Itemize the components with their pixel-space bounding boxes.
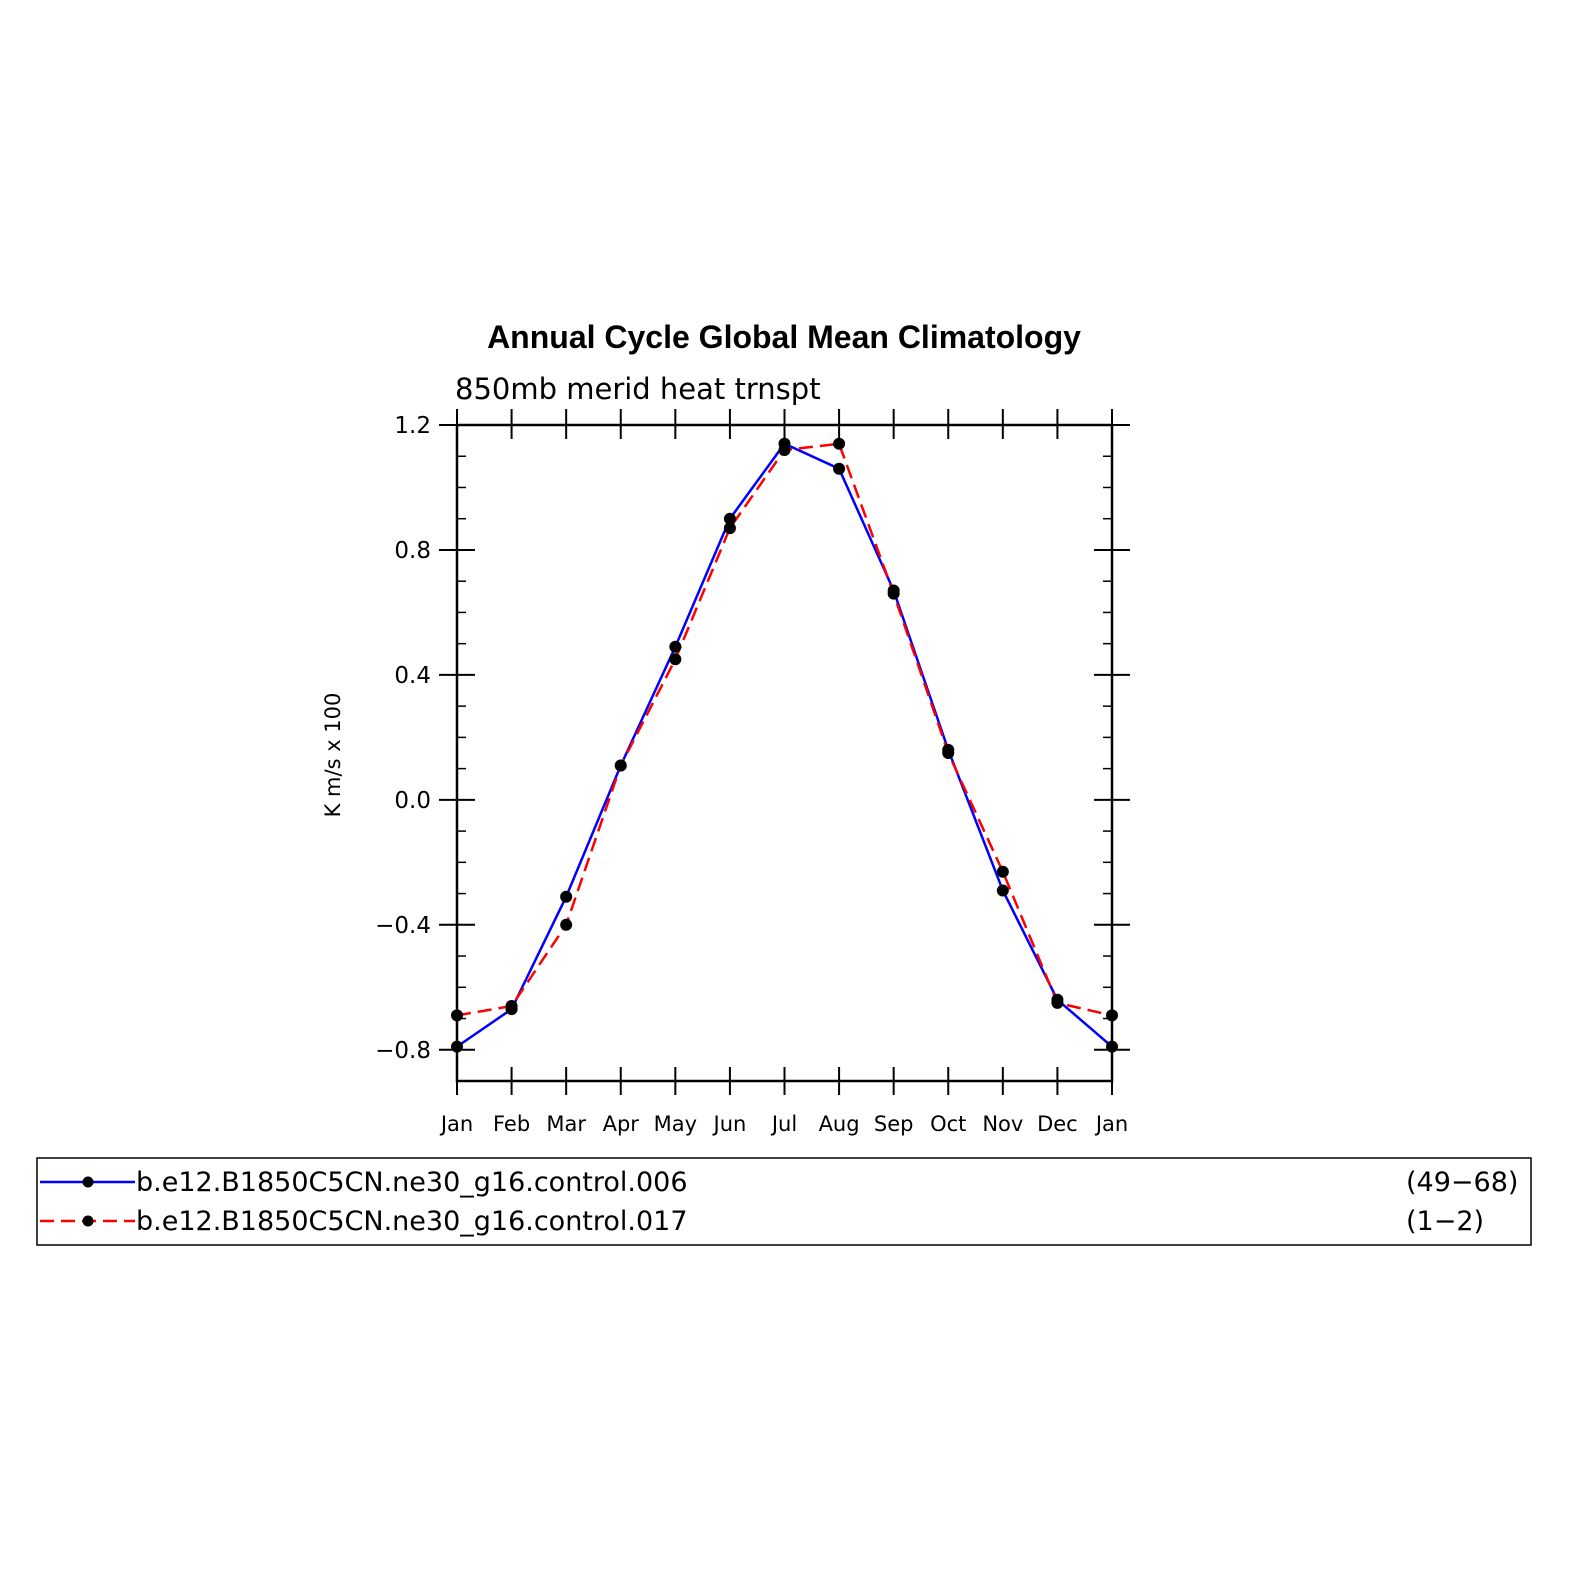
x-tick-label: May [654,1112,697,1136]
chart-title: Annual Cycle Global Mean Climatology [487,319,1081,355]
data-point-series-1 [996,884,1009,897]
axis-ticks [439,409,1130,1095]
markers-layer [451,437,1118,1053]
legend-label-2: b.e12.B1850C5CN.ne30_g16.control.017 [136,1206,688,1237]
data-point-series-1 [833,462,846,475]
x-tick-label: Oct [930,1112,966,1136]
y-tick-label: 1.2 [394,413,431,439]
legend-box [36,1157,1532,1246]
x-tick-label: Jun [712,1112,747,1136]
legend: b.e12.B1850C5CN.ne30_g16.control.006 (49… [36,1157,1532,1246]
x-tick-label: Jan [439,1112,473,1136]
y-tick-label: 0.0 [394,788,431,814]
x-tick-label: Jan [1094,1112,1128,1136]
x-tick-label: Jul [770,1112,797,1136]
data-point-series-2 [560,918,573,931]
data-point-series-2 [833,437,846,450]
chart-subtitle: 850mb merid heat trnspt [455,372,821,406]
series-layer [456,442,1113,1048]
x-tick-label: Feb [493,1112,530,1136]
legend-marker-2 [82,1215,94,1227]
x-tick-label: Nov [982,1112,1023,1136]
x-tick-label: Apr [603,1112,640,1136]
x-tick-label: Mar [546,1112,586,1136]
series-line-2 [456,442,1113,1017]
data-point-series-2 [942,747,955,759]
y-axis-label: K m/s x 100 [321,693,345,818]
y-tick-label: 0.8 [394,538,431,564]
x-tick-label: Sep [874,1112,914,1136]
data-point-series-2 [887,587,900,600]
y-tick-label: 0.4 [394,663,431,689]
series-line-1 [456,442,1113,1048]
data-point-series-2 [996,865,1009,878]
legend-label-1: b.e12.B1850C5CN.ne30_g16.control.006 [136,1167,688,1198]
data-point-series-1 [723,512,736,525]
data-point-series-2 [1051,996,1064,1009]
x-tick-label: Dec [1037,1112,1078,1136]
data-point-series-1 [669,640,682,653]
data-point-series-2 [505,1000,518,1013]
data-point-series-2 [778,443,791,456]
legend-years-2: (1−2) [1406,1206,1484,1237]
y-tick-labels: 1.2 0.8 0.4 0.0 −0.4 −0.8 [375,413,431,1064]
data-point-series-1 [560,890,573,903]
plot-frame [455,423,1114,1083]
legend-years-1: (49−68) [1406,1167,1518,1198]
legend-marker-1 [82,1176,94,1188]
y-tick-label: −0.8 [375,1038,431,1064]
y-tick-label: −0.4 [375,913,431,939]
x-tick-labels: Jan Feb Mar Apr May Jun Jul Aug Sep Oct Nov Dec Jan [439,1112,1128,1136]
data-point-series-2 [614,759,627,772]
data-point-series-2 [669,653,682,666]
x-tick-label: Aug [819,1112,860,1136]
data-point-series-2 [723,522,736,535]
